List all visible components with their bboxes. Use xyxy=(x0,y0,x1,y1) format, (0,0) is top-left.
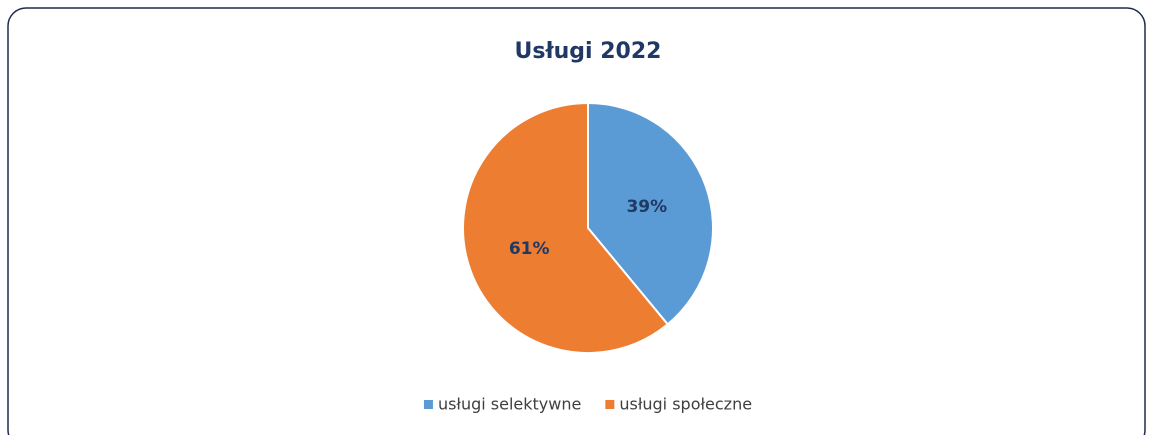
legend-swatch xyxy=(605,400,615,409)
data-label: 61% xyxy=(509,239,550,259)
pie-slice xyxy=(462,101,670,354)
legend-swatch xyxy=(423,400,433,409)
chart-title: Usługi 2022 xyxy=(515,39,662,64)
pie-slice xyxy=(587,101,714,326)
legend-label: usługi społeczne xyxy=(619,395,752,414)
data-label: 39% xyxy=(626,197,667,217)
legend-label: usługi selektywne xyxy=(438,395,581,414)
